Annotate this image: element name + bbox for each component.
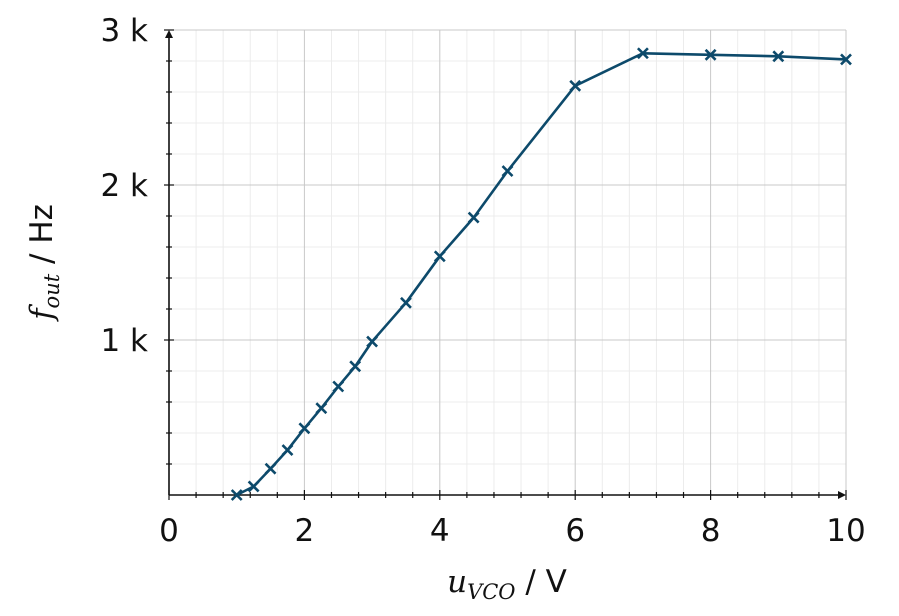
data-point-marker	[298, 422, 311, 435]
minor-gridlines	[169, 30, 846, 495]
x-axis-label-variable: u	[447, 564, 467, 600]
x-tick-label: 4	[430, 513, 450, 549]
data-series	[230, 47, 852, 501]
y-tick-label: 3 k	[100, 13, 148, 49]
x-tick-label: 8	[701, 513, 721, 549]
data-point-marker	[501, 165, 514, 177]
x-tick-label: 2	[295, 513, 315, 549]
data-point-marker	[349, 360, 362, 373]
data-point-marker	[433, 250, 446, 263]
y-axis-label-subscript: out	[40, 273, 64, 308]
y-tick-label: 2 k	[100, 168, 148, 204]
data-point-marker	[247, 480, 260, 493]
data-point-marker	[772, 50, 785, 63]
data-point-marker	[281, 444, 294, 456]
major-gridlines	[169, 29, 847, 495]
y-axis-label: fout / Hz	[24, 204, 64, 322]
data-point-marker	[400, 296, 412, 309]
data-point-marker	[704, 48, 717, 61]
series-line	[236, 51, 847, 497]
data-point-marker	[230, 489, 243, 501]
y-axis-arrowhead	[165, 30, 173, 38]
x-axis-label-unit: / V	[516, 564, 567, 600]
data-point-marker	[332, 380, 345, 393]
tick-labels: 0 2 4 6 8 10 1 k 2 k 3 k	[100, 13, 865, 549]
data-point-marker	[569, 79, 582, 92]
data-point-marker	[264, 462, 277, 475]
y-axis-label-unit: / Hz	[24, 204, 60, 274]
x-axis-label-subscript: VCO	[467, 580, 515, 604]
data-point-marker	[840, 53, 852, 66]
x-tick-label: 0	[159, 513, 179, 549]
x-tick-label: 10	[826, 513, 865, 549]
x-axis-label: uVCO / V	[447, 564, 567, 604]
x-axis-arrowhead	[838, 491, 846, 499]
data-point-marker	[467, 211, 480, 224]
data-point-marker	[366, 335, 379, 348]
axes	[164, 29, 847, 500]
data-point-marker	[636, 47, 649, 60]
data-point-marker	[315, 402, 328, 415]
y-tick-label: 1 k	[100, 323, 148, 359]
x-tick-label: 6	[565, 513, 585, 549]
